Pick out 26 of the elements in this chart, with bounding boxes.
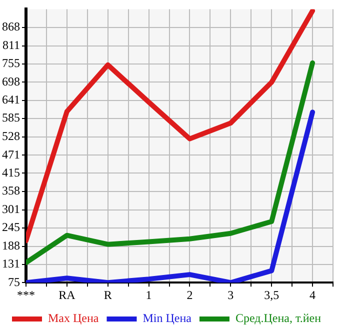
y-tick-label: 585 <box>2 110 20 125</box>
legend-label: Сред.Цена, т.йен <box>235 311 322 326</box>
y-tick-label: 471 <box>2 147 20 162</box>
x-tick-label: 1 <box>146 288 152 302</box>
y-tick-label: 868 <box>2 20 20 34</box>
legend-label: Min Цена <box>142 311 192 326</box>
y-tick-label: 245 <box>2 220 20 234</box>
x-tick-label: 2 <box>186 288 193 302</box>
y-tick-label: 698 <box>2 74 20 88</box>
x-tick-label: *** <box>17 288 35 302</box>
y-tick-label: 811 <box>2 38 20 52</box>
x-tick-label: 4 <box>310 288 316 302</box>
x-tick-label: R <box>104 288 112 302</box>
y-tick-label: 188 <box>2 238 20 252</box>
legend-label: Max Цена <box>48 311 100 326</box>
x-tick-label: 3 <box>228 288 234 302</box>
x-tick-label: RA <box>58 288 76 302</box>
y-tick-label: 301 <box>2 202 20 216</box>
y-tick-label: 415 <box>2 165 20 180</box>
y-tick-label: 75 <box>8 274 20 289</box>
y-tick-label: 131 <box>2 256 20 271</box>
x-tick-label: 3,5 <box>264 288 280 302</box>
y-tick-label: 755 <box>2 56 20 70</box>
y-tick-label: 528 <box>2 129 20 144</box>
y-tick-label: 358 <box>2 184 20 198</box>
y-tick-label: 641 <box>2 92 20 107</box>
